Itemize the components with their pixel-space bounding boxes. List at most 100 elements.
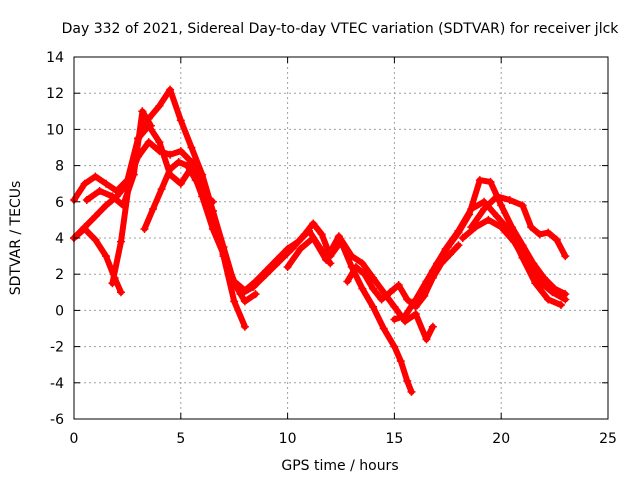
data-point-marker — [176, 116, 185, 125]
data-point-marker — [187, 143, 196, 152]
data-point-marker — [561, 252, 570, 261]
data-point-marker — [219, 250, 228, 259]
data-point-marker — [454, 226, 463, 235]
data-point-marker — [492, 212, 501, 221]
data-point-marker — [379, 324, 388, 333]
data-point-marker — [377, 295, 386, 304]
x-tick-label: 10 — [279, 431, 297, 447]
series-sat-g — [236, 219, 416, 396]
data-point-marker — [411, 295, 420, 304]
data-point-marker — [91, 172, 100, 181]
series-sat-l — [458, 215, 570, 304]
data-point-marker — [407, 387, 416, 396]
data-point-marker — [480, 197, 489, 206]
data-point-marker — [445, 250, 454, 259]
data-point-marker — [116, 237, 125, 246]
series-sat-h — [283, 232, 437, 344]
y-tick-label: 10 — [46, 122, 64, 138]
data-point-marker — [467, 205, 476, 214]
data-point-marker — [80, 179, 89, 188]
y-tick-label: 8 — [55, 159, 64, 175]
data-point-marker — [544, 228, 553, 237]
data-point-marker — [108, 279, 117, 288]
data-point-marker — [125, 176, 134, 185]
data-point-marker — [557, 300, 566, 309]
chart-title: Day 332 of 2021, Sidereal Day-to-day VTE… — [62, 21, 620, 37]
data-point-marker — [102, 201, 111, 210]
data-point-marker — [317, 230, 326, 239]
data-point-marker — [390, 342, 399, 351]
data-point-marker — [458, 234, 467, 242]
x-tick-label: 20 — [492, 431, 510, 447]
data-point-marker — [149, 205, 158, 214]
data-point-marker — [484, 215, 493, 224]
data-point-marker — [522, 259, 531, 268]
series-sat-k — [428, 197, 566, 309]
data-point-marker — [518, 201, 527, 210]
data-point-marker — [539, 273, 548, 282]
y-tick-label: 0 — [55, 303, 64, 319]
y-tick-label: 2 — [55, 267, 64, 283]
series-line — [468, 193, 569, 260]
data-point-marker — [480, 205, 489, 214]
data-point-marker — [230, 297, 239, 306]
data-point-marker — [326, 259, 335, 268]
data-point-marker — [102, 179, 111, 188]
data-point-marker — [208, 197, 217, 206]
data-point-marker — [544, 295, 553, 304]
data-point-marker — [95, 186, 104, 195]
data-point-marker — [240, 297, 249, 306]
data-point-marker — [166, 150, 175, 159]
data-point-marker — [275, 257, 284, 266]
data-point-marker — [287, 244, 296, 253]
data-point-marker — [116, 288, 125, 297]
data-point-marker — [343, 277, 352, 286]
data-point-marker — [422, 277, 431, 286]
data-point-marker — [510, 237, 519, 246]
grid-lines — [74, 57, 608, 419]
data-point-marker — [174, 157, 183, 166]
data-point-marker — [144, 138, 153, 147]
data-point-marker — [497, 201, 506, 210]
y-tick-label: -4 — [50, 376, 64, 392]
data-point-marker — [386, 288, 395, 297]
data-point-marker — [200, 190, 209, 199]
axis-ticks: 0 5 10 15 20 25 -6 -4 -2 0 2 4 6 8 10 12 14 — [46, 50, 617, 447]
data-point-marker — [358, 259, 367, 268]
data-point-marker — [334, 232, 343, 241]
data-point-marker — [309, 234, 318, 242]
data-point-marker — [347, 252, 356, 261]
y-axis-label: SDTVAR / TECUs — [8, 181, 24, 296]
x-tick-label: 0 — [70, 431, 79, 447]
data-point-marker — [497, 223, 506, 232]
data-point-marker — [561, 295, 570, 304]
data-point-marker — [176, 147, 185, 156]
data-point-marker — [283, 262, 292, 271]
y-tick-label: 12 — [46, 86, 64, 102]
data-point-marker — [249, 282, 258, 291]
data-point-marker — [467, 223, 476, 232]
data-point-marker — [394, 281, 403, 290]
data-point-marker — [296, 244, 305, 253]
data-point-marker — [102, 252, 111, 261]
data-point-marker — [403, 376, 412, 385]
data-point-marker — [166, 165, 175, 174]
data-point-marker — [548, 288, 557, 297]
x-axis-label: GPS time / hours — [281, 458, 398, 474]
series-line — [344, 242, 462, 310]
data-point-marker — [251, 290, 260, 299]
data-point-marker — [351, 262, 360, 271]
data-point-marker — [240, 322, 249, 331]
y-tick-label: 6 — [55, 195, 64, 211]
data-point-marker — [140, 224, 149, 233]
data-point-marker — [236, 290, 245, 299]
data-point-marker — [492, 192, 501, 201]
series-layer — [70, 85, 570, 396]
data-point-marker — [428, 266, 437, 275]
data-point-marker — [322, 255, 331, 264]
y-tick-label: 4 — [55, 231, 64, 247]
data-point-marker — [300, 230, 309, 239]
x-tick-label: 15 — [385, 431, 403, 447]
data-point-marker — [428, 322, 437, 331]
